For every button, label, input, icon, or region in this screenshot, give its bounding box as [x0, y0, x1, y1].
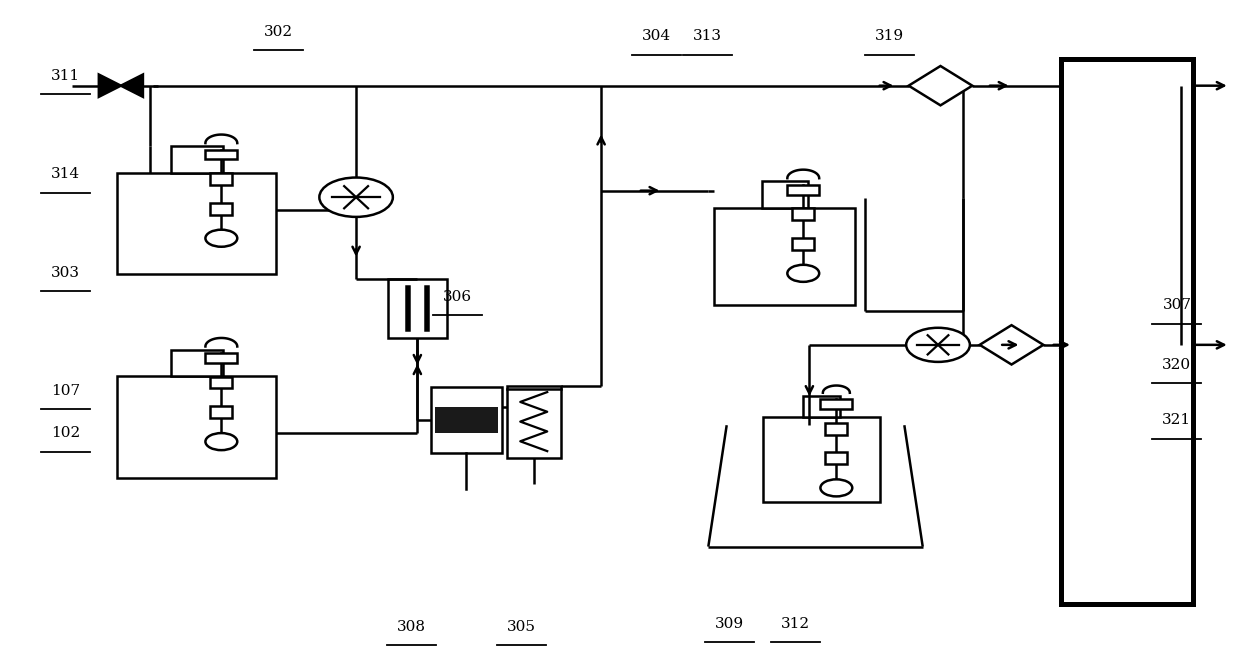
Bar: [825, 423, 847, 435]
Bar: [792, 238, 814, 250]
Circle shape: [787, 265, 819, 282]
Text: 107: 107: [51, 384, 81, 398]
Bar: [388, 279, 447, 338]
Text: 312: 312: [782, 616, 810, 630]
Circle shape: [206, 433, 237, 450]
Text: 321: 321: [1162, 413, 1192, 427]
Text: 302: 302: [264, 25, 294, 39]
Circle shape: [320, 178, 393, 217]
Bar: [431, 387, 502, 453]
Bar: [171, 146, 223, 173]
Bar: [820, 399, 852, 409]
Polygon shape: [908, 66, 973, 105]
Text: 309: 309: [715, 616, 745, 630]
Bar: [825, 452, 847, 464]
Bar: [118, 376, 276, 478]
Bar: [206, 353, 237, 363]
Bar: [803, 396, 840, 417]
Text: 307: 307: [1162, 298, 1192, 312]
Bar: [211, 406, 233, 418]
Text: 314: 314: [51, 168, 81, 182]
Text: 313: 313: [693, 29, 722, 44]
Bar: [763, 417, 880, 502]
Text: 319: 319: [875, 29, 903, 44]
Bar: [211, 203, 233, 214]
Polygon shape: [980, 325, 1043, 364]
Circle shape: [820, 479, 852, 496]
Bar: [171, 350, 223, 376]
Circle shape: [906, 328, 970, 362]
Text: 102: 102: [51, 426, 81, 440]
Bar: [507, 385, 561, 458]
Text: 306: 306: [444, 290, 472, 304]
Text: 311: 311: [51, 69, 81, 83]
Bar: [1061, 60, 1193, 604]
Bar: [787, 185, 819, 194]
Bar: [792, 208, 814, 220]
Text: 304: 304: [642, 29, 670, 44]
Bar: [211, 377, 233, 389]
Circle shape: [206, 230, 237, 247]
Bar: [211, 174, 233, 185]
Bar: [762, 182, 808, 208]
Text: 308: 308: [396, 620, 426, 634]
Polygon shape: [99, 74, 121, 97]
Bar: [435, 407, 498, 433]
Bar: [206, 149, 237, 159]
Bar: [118, 173, 276, 274]
Text: 305: 305: [507, 620, 536, 634]
Text: 303: 303: [51, 266, 81, 279]
Text: 320: 320: [1162, 358, 1192, 372]
Polygon shape: [121, 74, 142, 97]
Bar: [715, 208, 855, 305]
